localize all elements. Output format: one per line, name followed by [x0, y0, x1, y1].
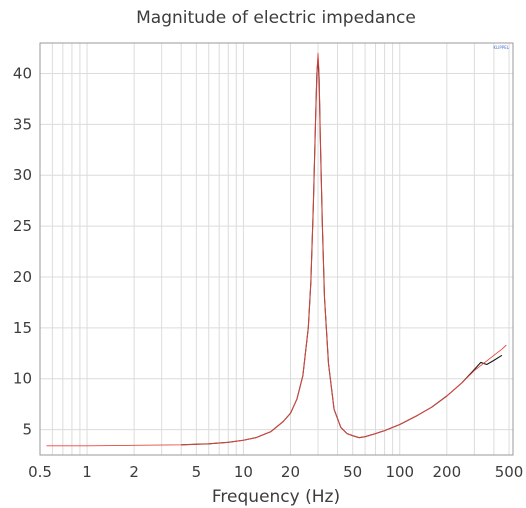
x-tick-label: 10 [234, 463, 253, 481]
y-tick-label: 20 [13, 268, 32, 286]
plot-frame [39, 42, 514, 456]
series-layer [46, 52, 507, 447]
x-tick-label: 100 [385, 463, 414, 481]
x-tick-label: 5 [192, 463, 202, 481]
y-tick-label: 15 [13, 319, 32, 337]
y-axis: 5 10 15 20 25 30 35 40 [13, 65, 32, 439]
series-line-2 [46, 52, 507, 447]
y-tick-label: 5 [22, 421, 32, 439]
y-tick-label: 35 [13, 115, 32, 133]
x-axis-title: Frequency (Hz) [212, 487, 340, 507]
klippel-badge: KLIPPEL [493, 45, 509, 50]
y-tick-label: 25 [13, 217, 32, 235]
grid [39, 43, 513, 455]
plot-area [40, 43, 513, 455]
y-tick-label: 10 [13, 370, 32, 388]
x-tick-label: 50 [343, 463, 362, 481]
x-tick-label: 200 [433, 463, 462, 481]
chart-title: Magnitude of electric impedance [136, 8, 416, 28]
x-tick-label: 1 [82, 463, 92, 481]
x-tick-label: 0.5 [28, 463, 52, 481]
y-tick-label: 40 [13, 65, 32, 83]
x-axis: 0.5 1 2 5 10 20 50 100 200 500 [28, 463, 523, 481]
x-tick-label: 20 [281, 463, 300, 481]
y-tick-label: 30 [13, 166, 32, 184]
x-tick-label: 500 [495, 463, 524, 481]
x-tick-label: 2 [129, 463, 139, 481]
